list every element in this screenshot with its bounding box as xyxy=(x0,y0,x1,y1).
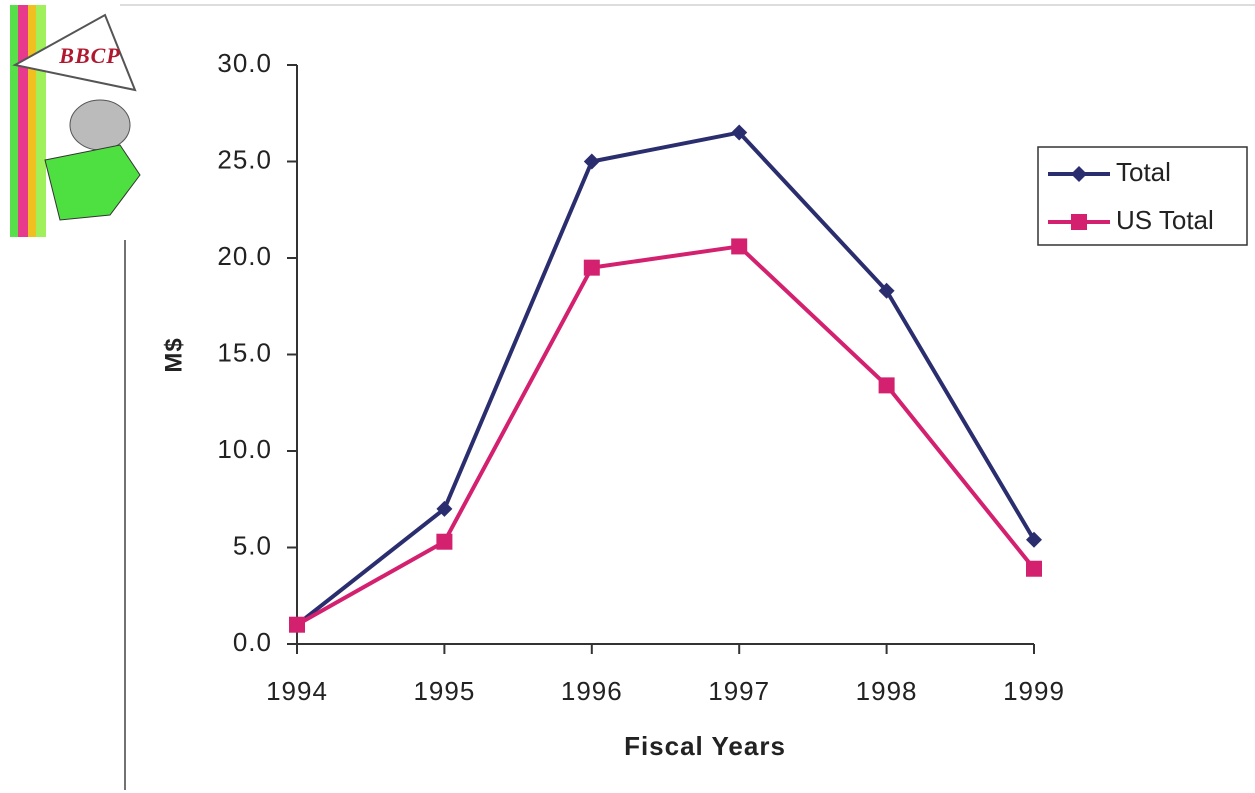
x-axis-title: Fiscal Years xyxy=(624,731,786,761)
chart: BBCP M$ Fiscal Years 0.0 5.0 10.0 15.0 20.0 2… xyxy=(0,0,1255,793)
logo-text: BBCP xyxy=(58,43,120,68)
x-tick-label: 1997 xyxy=(708,676,770,706)
y-tick-label: 25.0 xyxy=(217,144,272,174)
y-tick-label: 5.0 xyxy=(233,530,272,560)
y-tick-label: 0.0 xyxy=(233,627,272,657)
series-line xyxy=(297,133,1034,625)
data-point xyxy=(879,377,895,393)
data-point xyxy=(289,617,305,633)
logo-stripe xyxy=(18,5,28,237)
legend-label: US Total xyxy=(1116,205,1214,235)
logo-stripe xyxy=(36,5,46,237)
y-tick-label: 15.0 xyxy=(217,337,272,367)
y-tick-label: 10.0 xyxy=(217,434,272,464)
logo-suit xyxy=(45,145,140,220)
data-point xyxy=(584,260,600,276)
logo-stripe xyxy=(28,5,36,237)
data-point xyxy=(1026,561,1042,577)
data-point xyxy=(731,238,747,254)
x-tick-label: 1994 xyxy=(266,676,328,706)
x-tick-label: 1995 xyxy=(413,676,475,706)
x-tick-label: 1996 xyxy=(561,676,623,706)
legend-label: Total xyxy=(1116,157,1171,187)
logo-stripe xyxy=(10,5,18,237)
y-axis-title: M$ xyxy=(160,337,187,372)
data-point xyxy=(584,154,600,170)
y-tick-label: 30.0 xyxy=(217,48,272,78)
data-point xyxy=(436,534,452,550)
x-tick-label: 1999 xyxy=(1003,676,1065,706)
logo: BBCP xyxy=(10,5,140,237)
x-tick-label: 1998 xyxy=(856,676,918,706)
y-tick-label: 20.0 xyxy=(217,241,272,271)
series-line xyxy=(297,246,1034,624)
legend-marker xyxy=(1071,214,1087,230)
logo-elephant xyxy=(70,100,130,150)
page: BBCP M$ Fiscal Years 0.0 5.0 10.0 15.0 20.0 2… xyxy=(0,0,1255,793)
